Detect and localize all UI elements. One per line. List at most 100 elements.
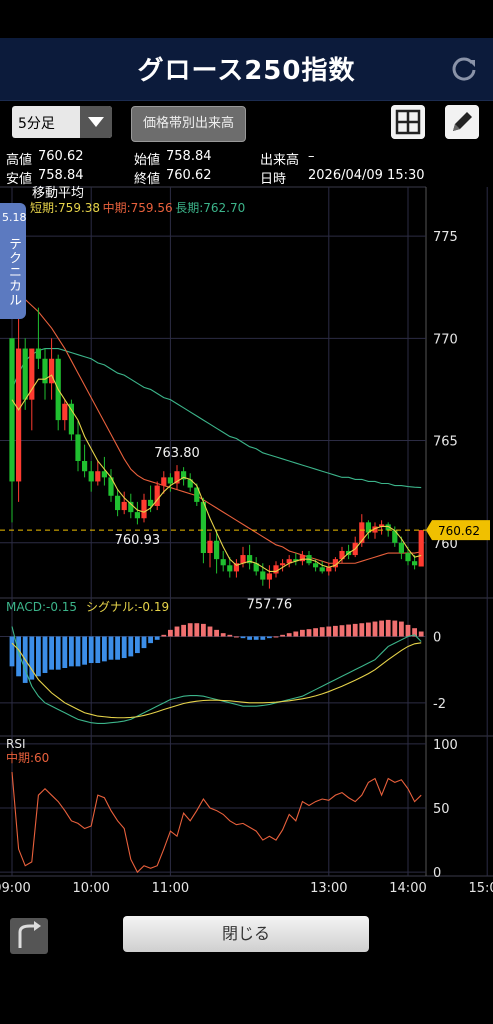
open-label: 始値 xyxy=(134,153,161,168)
candle-body xyxy=(412,561,418,566)
candle-body xyxy=(233,563,239,572)
macd-histogram-bar xyxy=(405,624,411,637)
macd-histogram-bar xyxy=(82,636,87,665)
macd-histogram-bar xyxy=(240,636,246,639)
volume-profile-button[interactable]: 価格帯別出来高 xyxy=(131,106,246,142)
datetime-label: 日時 xyxy=(260,172,287,187)
macd-histogram-bar xyxy=(286,633,292,637)
macd-histogram-bar xyxy=(115,636,120,660)
candle-body xyxy=(62,403,68,421)
candle-body xyxy=(108,477,114,496)
ma-legend-item: 短期:759.38 xyxy=(30,201,100,215)
candle-body xyxy=(418,530,424,567)
macd-histogram-bar xyxy=(102,636,107,662)
candle-body xyxy=(115,495,121,511)
macd-line xyxy=(11,626,422,724)
grid-layout-icon[interactable] xyxy=(391,105,425,139)
volume-value: – xyxy=(308,149,315,164)
candle-body xyxy=(220,559,226,566)
volume-label: 出来高 xyxy=(260,153,300,168)
candle-body xyxy=(42,358,48,384)
interval-select[interactable]: 5分足 xyxy=(12,106,112,138)
time-tick-label: 14:00 xyxy=(389,881,426,896)
candle-body xyxy=(101,471,107,478)
macd-histogram-bar xyxy=(161,634,167,637)
page-title: グロース250指数 xyxy=(137,56,356,86)
candle-body xyxy=(174,471,180,484)
macd-histogram-bar xyxy=(260,636,266,640)
refresh-icon[interactable] xyxy=(449,53,479,83)
candle-body xyxy=(326,567,332,572)
macd-histogram-bar xyxy=(418,631,424,637)
macd-histogram-bar xyxy=(36,636,41,677)
macd-histogram-bar xyxy=(313,628,318,637)
macd-histogram-bar xyxy=(181,624,186,637)
app-header: グロース250指数 xyxy=(0,38,493,101)
candle-body xyxy=(392,530,398,543)
candle-body xyxy=(148,499,154,506)
macd-histogram-bar xyxy=(392,620,398,637)
macd-histogram-bar xyxy=(187,623,193,637)
candle-body xyxy=(187,479,193,488)
status-bar xyxy=(0,0,493,38)
current-price-tag xyxy=(426,520,490,541)
macd-histogram-bar xyxy=(95,636,101,664)
macd-histogram-bar xyxy=(49,636,54,670)
bottom-bar: 閉じる xyxy=(0,900,493,1024)
macd-histogram-bar xyxy=(352,623,358,637)
macd-histogram-bar xyxy=(29,636,35,680)
macd-histogram-bar xyxy=(306,629,312,637)
candle-body xyxy=(365,522,371,533)
macd-histogram-bar xyxy=(168,629,173,637)
macd-tick-label: 0 xyxy=(433,630,441,645)
chart-toolbar: 5分足 価格帯別出来高 xyxy=(0,101,493,145)
pencil-icon[interactable] xyxy=(445,105,479,139)
candle-body xyxy=(35,348,41,359)
macd-histogram-bar xyxy=(372,621,378,637)
datetime-value: 2026/04/09 15:30 xyxy=(308,168,425,183)
macd-histogram-bar xyxy=(333,625,338,637)
macd-histogram-bar xyxy=(154,636,160,640)
candle-body xyxy=(200,501,206,554)
macd-histogram-bar xyxy=(247,636,252,640)
price-tick-label: 760 xyxy=(433,537,458,552)
candle-body xyxy=(207,540,213,554)
rsi-tick-label: 0 xyxy=(433,866,441,881)
macd-histogram-bar xyxy=(359,623,365,637)
candle-body xyxy=(68,403,74,435)
long-ma-line xyxy=(11,347,422,489)
price-annotation: 757.76 xyxy=(247,598,293,613)
candle-body xyxy=(75,434,81,461)
candle-body xyxy=(9,338,15,482)
macd-histogram-bar xyxy=(253,636,259,640)
short-ma-line xyxy=(11,374,422,572)
open-value: 758.84 xyxy=(166,149,212,164)
candle-body xyxy=(214,540,220,560)
candle-body xyxy=(273,565,279,574)
time-tick-label: 15:00 xyxy=(468,881,493,896)
stock-chart[interactable]: 775 770 765 760 09:00 10:00 11:00 13:00 14:00 15:… xyxy=(0,185,493,900)
macd-legend-item: MACD:-0.15 xyxy=(6,600,77,614)
high-label: 高値 xyxy=(6,153,33,168)
high-value: 760.62 xyxy=(38,149,84,164)
rsi-line xyxy=(11,772,422,874)
candle-body xyxy=(280,563,286,566)
close-button[interactable]: 閉じる xyxy=(123,916,369,952)
macd-histogram-bar xyxy=(319,627,325,637)
candle-body xyxy=(22,348,28,400)
candle-body xyxy=(332,559,338,568)
macd-histogram-bar xyxy=(135,636,140,654)
macd-tick-label: -2 xyxy=(433,697,446,712)
macd-histogram-bar xyxy=(326,626,332,637)
low-value: 758.84 xyxy=(38,168,84,183)
candle-body xyxy=(286,559,292,564)
candle-body xyxy=(161,477,167,486)
candle-body xyxy=(181,471,187,480)
rotate-back-icon[interactable] xyxy=(10,918,48,954)
candle-body xyxy=(379,524,385,527)
candle-body xyxy=(372,526,378,533)
ma-legend-item: 長期:762.70 xyxy=(175,201,245,215)
technical-tab[interactable]: 5.18 テクニカル xyxy=(0,203,27,319)
macd-histogram-bar xyxy=(366,622,371,637)
candle-body xyxy=(49,358,55,384)
